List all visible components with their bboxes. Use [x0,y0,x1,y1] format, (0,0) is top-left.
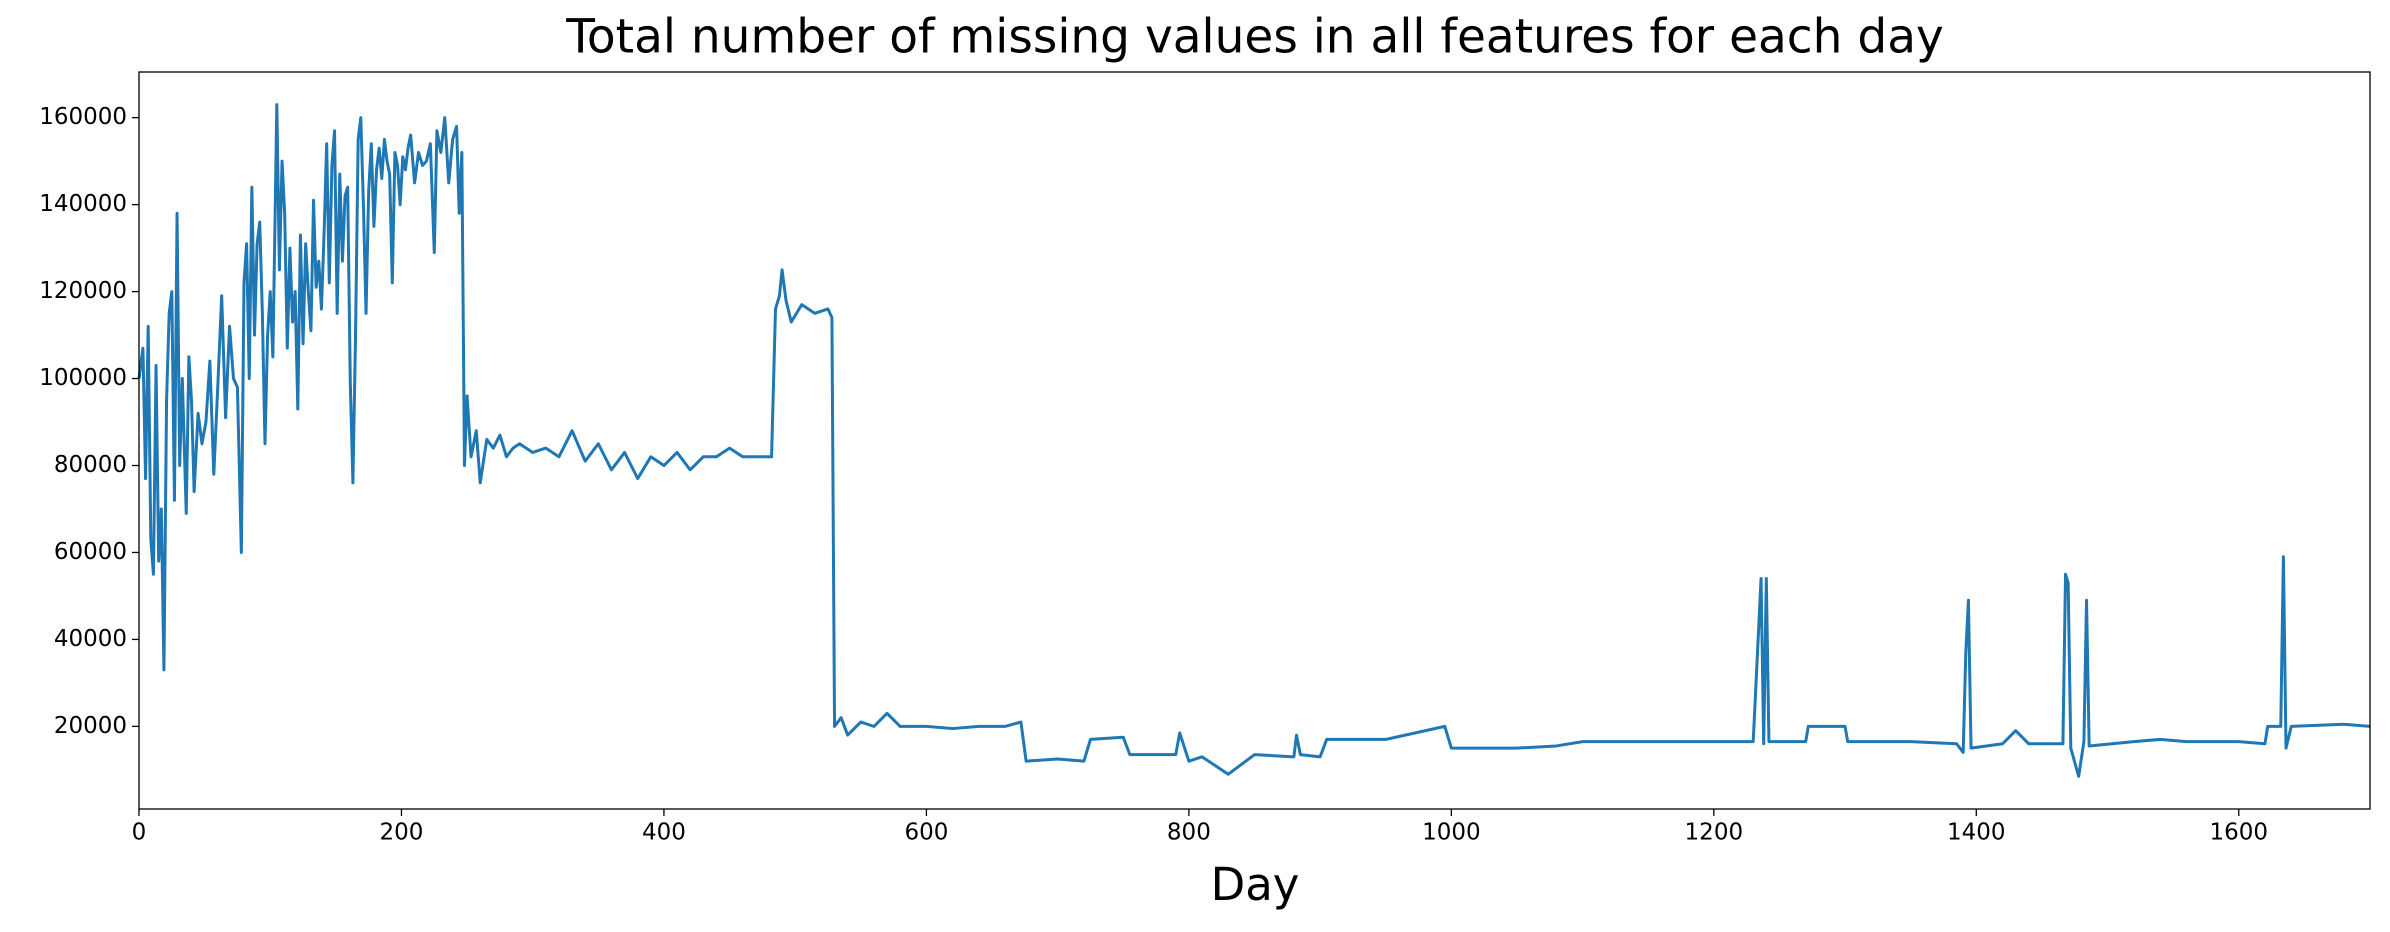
x-tick-label: 800 [1167,820,1211,846]
y-tick-label: 40000 [54,626,127,652]
x-tick-label: 600 [904,820,948,846]
x-axis-label: Day [1211,858,1300,911]
y-tick-label: 20000 [54,713,127,739]
y-tick-label: 80000 [54,452,127,478]
x-tick-label: 1400 [1947,820,2006,846]
y-tick-label: 160000 [39,104,127,130]
y-tick-label: 140000 [39,191,127,217]
x-tick-label: 200 [380,820,424,846]
x-tick-label: 1200 [1685,820,1744,846]
y-tick-label: 60000 [54,539,127,565]
x-tick-label: 0 [132,820,147,846]
plot-frame [138,71,2371,810]
line [137,103,2371,778]
y-tick-label: 120000 [39,278,127,304]
x-tick-label: 1600 [2209,820,2268,846]
x-tick-label: 400 [642,820,686,846]
chart-title: Total number of missing values in all fe… [565,10,1944,65]
y-tick-label: 100000 [39,365,127,391]
x-tick-label: 1000 [1422,820,1481,846]
